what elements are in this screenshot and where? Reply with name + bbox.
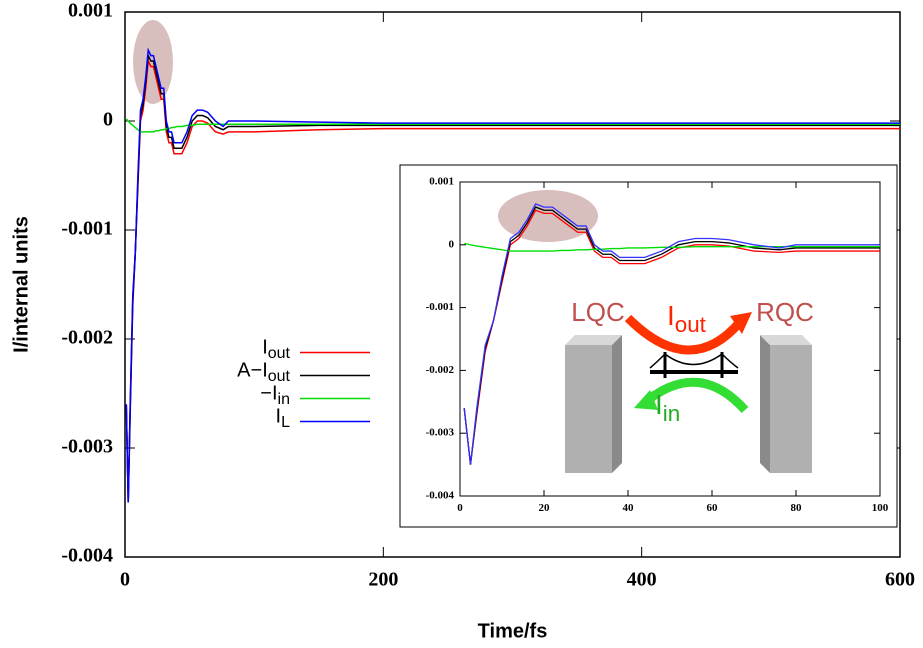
block-top — [565, 335, 622, 345]
series-line — [125, 118, 900, 133]
y-tick-label: -0.003 — [61, 436, 113, 458]
arrow-out — [624, 314, 744, 355]
block — [565, 345, 612, 473]
x-tick-label: 60 — [707, 502, 719, 514]
series-line — [463, 209, 880, 465]
y-tick-label: -0.002 — [61, 327, 113, 349]
x-tick-label: 600 — [885, 569, 915, 591]
legend-label: Iout — [262, 337, 290, 363]
x-tick-label: 400 — [627, 569, 657, 591]
x-tick-label: 200 — [368, 569, 398, 591]
x-tick-label: 40 — [623, 502, 635, 514]
block — [770, 345, 812, 473]
y-tick-label: 0.001 — [429, 176, 454, 188]
block-side — [612, 335, 622, 473]
y-tick-label: -0.001 — [426, 301, 454, 313]
y-tick-label: -0.002 — [426, 364, 455, 376]
series-line — [125, 47, 900, 503]
series-line — [464, 242, 880, 252]
annotation: Iin — [655, 389, 680, 425]
legend-label: IL — [276, 406, 291, 432]
diagram: LQC RQC Iout Iin — [565, 297, 814, 473]
arrow-in — [645, 377, 749, 414]
annotation: LQC — [571, 297, 624, 327]
bridge — [649, 352, 739, 378]
y-tick-label: -0.001 — [61, 218, 113, 240]
y-tick-label: -0.004 — [426, 490, 455, 502]
block-top — [760, 335, 812, 345]
y-tick-label: 0 — [103, 109, 113, 131]
series-line — [463, 203, 880, 465]
annotation: Iout — [667, 300, 707, 336]
y-axis-label: I/internal units — [10, 216, 32, 353]
arrow-head — [730, 312, 752, 334]
x-tick-label: 0 — [120, 569, 130, 591]
x-tick-label: 100 — [872, 502, 889, 514]
x-axis-label: Time/fs — [478, 620, 548, 642]
y-tick-label: -0.004 — [61, 545, 113, 567]
inset-frame — [399, 164, 898, 528]
x-tick-label: 20 — [539, 502, 551, 514]
block-side — [760, 335, 770, 473]
y-tick-label: -0.003 — [426, 427, 455, 439]
plot-frame — [124, 11, 901, 558]
legend-label: A−Iout — [237, 360, 290, 386]
x-tick-label: 0 — [457, 502, 463, 514]
arrow-head — [634, 390, 658, 410]
annotation: RQC — [756, 297, 814, 327]
plot-frame — [459, 181, 881, 497]
y-tick-label: 0.001 — [68, 0, 113, 22]
legend-label: −Iin — [260, 383, 290, 409]
y-tick-label: 0 — [449, 238, 455, 250]
series-line — [463, 206, 880, 465]
highlight — [498, 190, 598, 242]
x-tick-label: 80 — [791, 502, 803, 514]
